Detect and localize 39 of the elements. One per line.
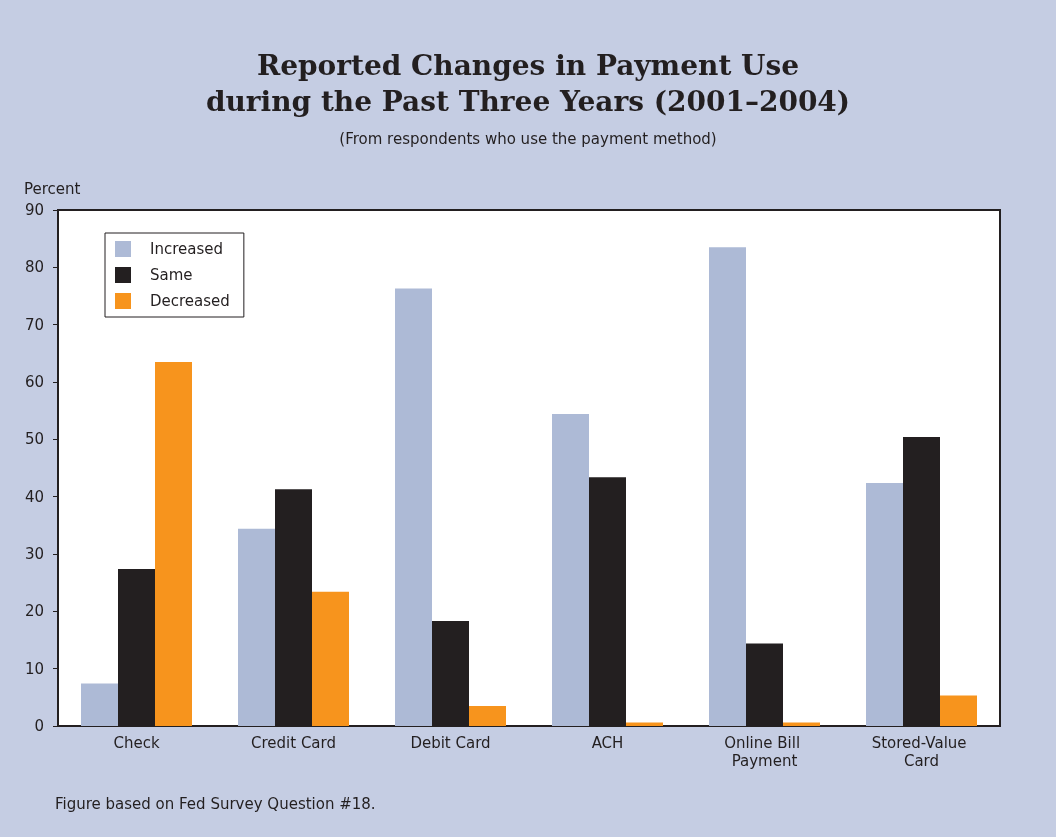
bar xyxy=(81,683,118,726)
x-tick-label: Stored-Value Card xyxy=(871,734,972,770)
bar xyxy=(589,477,626,726)
bar xyxy=(275,489,312,726)
legend-label: Increased xyxy=(150,240,224,258)
bar xyxy=(903,437,940,726)
y-tick-label: 90 xyxy=(24,201,44,219)
y-tick-label: 40 xyxy=(24,487,44,506)
bar xyxy=(746,643,783,726)
chart-title: Reported Changes in Payment Use during the Past Three Years (2001–2004) xyxy=(205,48,851,118)
y-tick-label: 60 xyxy=(24,373,44,391)
y-tick-label: 70 xyxy=(24,315,44,334)
y-tick-label: 10 xyxy=(24,659,44,678)
x-tick-label: Debit Card xyxy=(410,734,491,752)
bar xyxy=(709,247,746,726)
chart-subtitle: (From respondents who use the payment method) xyxy=(339,129,717,148)
y-tick-label: 80 xyxy=(24,258,44,277)
bar xyxy=(432,621,469,726)
legend-label: Same xyxy=(150,266,193,284)
y-tick-label: 30 xyxy=(24,545,44,563)
bar xyxy=(940,695,977,726)
bar xyxy=(395,288,432,726)
y-tick-label: 50 xyxy=(24,430,44,449)
text: Figure based on Fed Survey Question #18. xyxy=(55,794,376,813)
bar xyxy=(552,414,589,726)
bar xyxy=(118,568,155,726)
bar xyxy=(238,528,275,726)
x-tick-label: ACH xyxy=(591,734,624,752)
y-tick-label: 20 xyxy=(24,602,44,621)
x-tick-label: Credit Card xyxy=(251,734,336,752)
bar xyxy=(469,705,506,726)
y-tick-label: 0 xyxy=(34,717,44,735)
x-tick-label: Check xyxy=(113,734,160,752)
bar xyxy=(312,591,349,726)
bar xyxy=(866,482,903,726)
bar xyxy=(155,361,192,726)
legend-label: Decreased xyxy=(150,292,230,310)
y-axis-title: Percent xyxy=(24,179,81,198)
x-tick-label: Online Bill Payment xyxy=(724,734,805,770)
